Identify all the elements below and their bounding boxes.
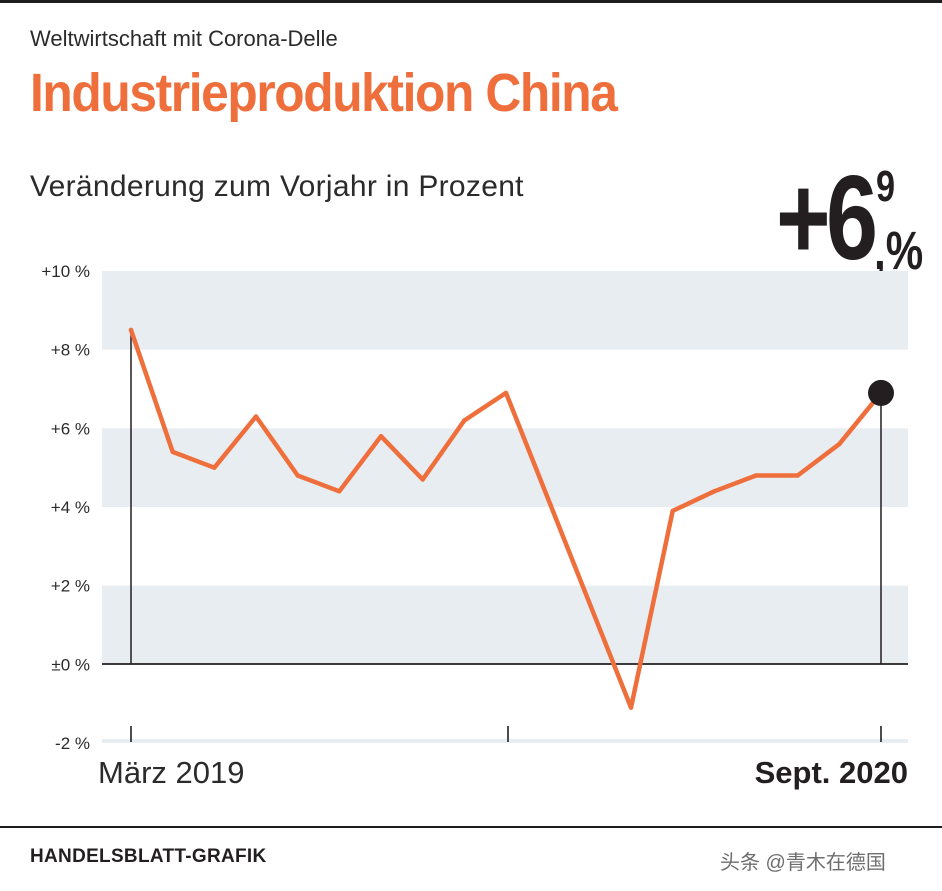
watermark: 头条 @青木在德国 bbox=[720, 852, 886, 874]
data-point bbox=[670, 508, 675, 514]
y-tick-label: -2 % bbox=[55, 734, 90, 753]
data-point bbox=[503, 390, 509, 396]
kicker: Weltwirtschaft mit Corona-Delle bbox=[30, 26, 338, 51]
data-point bbox=[378, 434, 384, 439]
source-credit: HANDELSBLATT-GRAFIK bbox=[30, 846, 267, 867]
y-tick-label: +8 % bbox=[51, 341, 90, 360]
x-label-start: März 2019 bbox=[98, 755, 244, 790]
y-tick-label: +4 % bbox=[51, 498, 90, 517]
chart-title: Industrieproduktion China bbox=[30, 63, 618, 123]
data-point bbox=[420, 477, 425, 482]
data-point bbox=[795, 473, 800, 478]
line-chart: +10 % +8 % +6 % +4 % +2 % ±0 % -2 % März 2019 Se… bbox=[41, 262, 908, 790]
grid-band bbox=[102, 585, 908, 665]
bottom-rule bbox=[0, 826, 942, 828]
callout-decimal: 9 bbox=[876, 162, 896, 211]
y-tick-label: +10 % bbox=[41, 262, 90, 281]
data-point bbox=[253, 414, 259, 419]
grid-band bbox=[102, 271, 908, 350]
y-tick-label: ±0 % bbox=[51, 655, 90, 674]
data-point bbox=[170, 449, 175, 455]
top-rule bbox=[0, 0, 942, 3]
callout-integer: +6 bbox=[776, 151, 878, 285]
latest-point-marker bbox=[868, 379, 894, 406]
data-point bbox=[462, 418, 467, 423]
data-point bbox=[837, 441, 842, 447]
grid-band bbox=[102, 739, 908, 743]
data-point bbox=[212, 465, 217, 470]
y-tick-label: +6 % bbox=[51, 419, 90, 438]
x-label-end: Sept. 2020 bbox=[755, 755, 908, 790]
data-point bbox=[753, 473, 759, 478]
data-point bbox=[128, 327, 134, 333]
data-point bbox=[295, 473, 300, 478]
data-point bbox=[712, 489, 717, 494]
chart-subtitle: Veränderung zum Vorjahr in Prozent bbox=[30, 170, 524, 203]
grid-band bbox=[102, 428, 908, 507]
data-point bbox=[337, 489, 342, 494]
data-point bbox=[628, 705, 634, 710]
y-tick-label: +2 % bbox=[51, 577, 90, 596]
